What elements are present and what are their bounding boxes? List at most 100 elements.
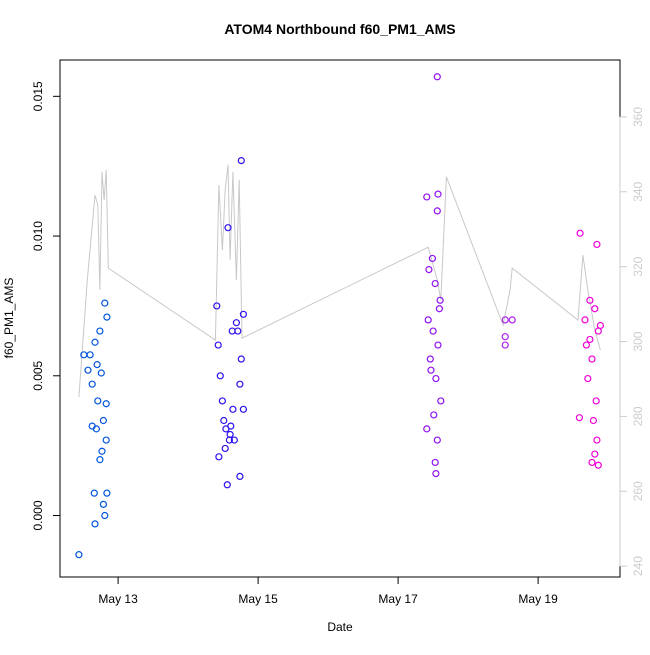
point [423,425,431,433]
point [591,450,599,458]
point [434,190,442,198]
point [228,327,236,335]
point [91,338,99,346]
point [584,374,592,383]
point [236,380,244,388]
point [237,157,245,165]
y2-tick-label: 320 [631,256,645,276]
y-tick-label: 0.010 [31,221,45,251]
point [581,316,589,324]
point [75,551,83,559]
point [423,193,431,201]
point [88,380,96,388]
point [429,327,437,335]
point [426,355,434,363]
point [229,405,237,413]
y2-tick-label: 240 [631,556,645,576]
plot-frame [59,59,621,578]
point [99,500,108,508]
point [84,366,92,374]
point [224,224,232,232]
point [592,397,600,405]
point [101,299,109,307]
point [103,489,111,497]
point [435,305,443,313]
point [101,511,109,520]
point [434,341,442,349]
point [436,296,444,304]
point [501,333,509,341]
point [431,279,439,288]
point [586,335,594,344]
y2-tick-label: 260 [631,481,645,501]
point [98,447,106,455]
point [433,207,441,215]
point [501,341,509,349]
x-tick-label: May 13 [98,592,138,606]
point [218,397,226,405]
y2-tick-label: 300 [631,331,645,351]
point [437,397,445,405]
point [214,341,222,349]
x-tick-label: May 15 [238,592,278,606]
point [216,372,224,380]
x-tick-label: May 17 [378,592,418,606]
point [213,302,221,310]
point [508,316,516,324]
point [428,254,436,263]
x-tick-label: May 19 [518,592,558,606]
point [91,520,99,528]
point [223,481,231,489]
point [94,397,102,405]
point [593,436,601,444]
point [432,374,440,383]
point [586,296,594,304]
y-tick-label: 0.005 [31,360,45,390]
point [596,321,605,330]
point [433,436,441,444]
point [236,472,244,480]
point [88,422,96,430]
point [594,461,602,469]
point [86,351,94,359]
y-tick-label: 0.015 [31,81,45,111]
y2-tick-label: 280 [631,406,645,426]
point [425,265,433,274]
point [97,369,105,377]
point [102,436,110,444]
point [227,422,235,430]
point [575,414,584,422]
point [589,416,598,425]
point [427,366,435,374]
point [588,355,596,363]
y2-tick-label: 340 [631,181,645,201]
chart-title: ATOM4 Northbound f60_PM1_AMS [224,21,455,37]
line-series [78,164,601,397]
point [431,458,439,467]
point [588,458,596,467]
point [591,305,599,313]
point [215,453,223,461]
point [232,319,240,327]
point [433,73,441,81]
point [102,400,110,408]
point [593,240,601,249]
point [237,355,245,363]
point [576,229,584,237]
point [239,405,247,413]
point [230,436,238,444]
point [430,411,438,419]
y-axis-label: f60_PM1_AMS [2,278,16,359]
point [501,316,509,324]
point [90,489,98,497]
x-axis-label: Date [327,620,353,634]
point [99,416,108,425]
point [582,341,591,349]
point [432,470,440,478]
y2-tick-label: 360 [631,107,645,127]
point [226,430,234,439]
point [96,327,104,335]
point [239,310,247,318]
point [96,456,104,464]
